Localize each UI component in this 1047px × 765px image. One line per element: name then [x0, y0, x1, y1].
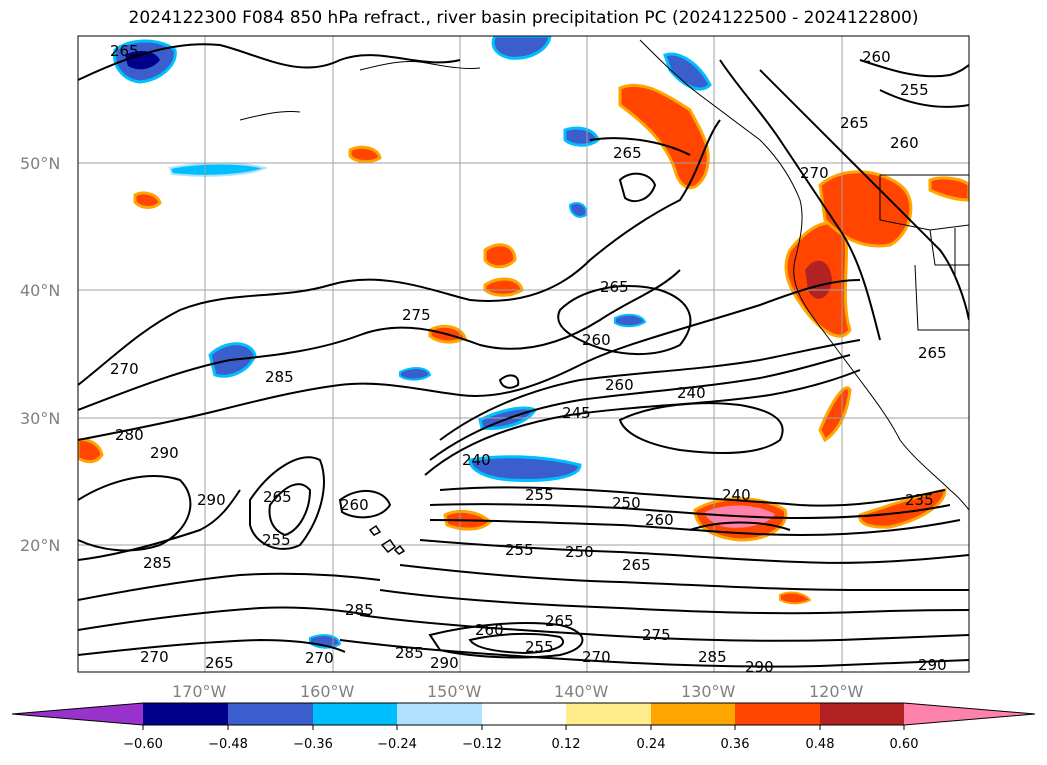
lat-label: 20°N [20, 536, 60, 555]
contour-label-group: 265 265 260 255 265 260 270 265 260 275 … [110, 42, 947, 676]
coastline [239, 39, 969, 511]
lon-label: 150°W [427, 682, 482, 701]
colorbar-segment [820, 703, 904, 725]
colorbar-tick-label: 0.36 [721, 737, 750, 752]
colorbar-upper-extension [904, 703, 1035, 725]
contour-label: 255 [525, 486, 554, 504]
contour-label: 285 [345, 601, 374, 619]
colorbar-tick-label: −0.12 [462, 737, 502, 752]
negative-precip-shading [112, 36, 712, 649]
contour-label: 290 [745, 658, 774, 676]
colorbar-segment [566, 703, 651, 725]
map-frame [77, 35, 970, 673]
contour-label: 270 [305, 649, 334, 667]
contour-label: 260 [340, 496, 369, 514]
latitude-labels: 50°N 40°N 30°N 20°N [20, 154, 60, 555]
lon-label: 160°W [300, 682, 355, 701]
contour-label: 265 [205, 654, 234, 672]
colorbar-segment [397, 703, 482, 725]
contour-label: 285 [395, 644, 424, 662]
colorbar-segment [735, 703, 820, 725]
colorbar-segment [143, 703, 228, 725]
lat-label: 40°N [20, 281, 60, 300]
lat-label: 50°N [20, 154, 60, 173]
contour-label: 260 [890, 134, 919, 152]
contour-label: 275 [402, 306, 431, 324]
colorbar-tick-label: −0.60 [123, 737, 163, 752]
map-title: 2024122300 F084 850 hPa refract., river … [128, 8, 919, 28]
contour-label: 240 [677, 384, 706, 402]
colorbar-tick-label: −0.24 [377, 737, 417, 752]
contour-label: 265 [545, 612, 574, 630]
colorbar-tick-label: 0.24 [637, 737, 666, 752]
colorbar-tick-label: −0.36 [293, 737, 333, 752]
contour-label: 260 [605, 376, 634, 394]
lon-label: 140°W [554, 682, 609, 701]
contour-label: 265 [840, 114, 869, 132]
contour-label: 265 [600, 278, 629, 296]
lon-label: 120°W [809, 682, 864, 701]
contour-label: 255 [505, 541, 534, 559]
positive-precip-shading [78, 83, 969, 605]
contour-label: 255 [900, 81, 929, 99]
contour-label: 240 [722, 486, 751, 504]
contour-label: 290 [150, 444, 179, 462]
contour-label: 235 [905, 491, 934, 509]
contour-label: 265 [613, 144, 642, 162]
colorbar-tick-label: 0.60 [890, 737, 919, 752]
lat-label: 30°N [20, 409, 60, 428]
colorbar-ticks [142, 725, 905, 730]
contour-label: 270 [110, 360, 139, 378]
refractivity-contours [78, 43, 969, 668]
contour-label: 285 [143, 554, 172, 572]
colorbar-segment [313, 703, 397, 725]
contour-label: 280 [115, 426, 144, 444]
contour-label: 245 [562, 404, 591, 422]
longitude-labels: 170°W 160°W 150°W 140°W 130°W 120°W [172, 682, 864, 701]
graticule [78, 36, 969, 672]
contour-label: 275 [642, 626, 671, 644]
contour-label: 260 [645, 511, 674, 529]
colorbar-tick-label: 0.48 [806, 737, 835, 752]
contour-label: 285 [698, 648, 727, 666]
colorbar-segment [228, 703, 313, 725]
colorbar-lower-extension [12, 703, 143, 725]
contour-label: 260 [582, 331, 611, 349]
hawaiian-islands [368, 524, 406, 555]
colorbar-tick-label: −0.48 [208, 737, 248, 752]
contour-label: 290 [197, 491, 226, 509]
colorbar-tick-label: 0.12 [552, 737, 581, 752]
contour-label: 285 [265, 368, 294, 386]
contour-label: 255 [525, 638, 554, 656]
contour-label: 290 [430, 654, 459, 672]
colorbar-segment [651, 703, 735, 725]
colorbar-segment [482, 703, 566, 725]
contour-label: 260 [475, 621, 504, 639]
contour-label: 290 [918, 656, 947, 674]
contour-label: 265 [918, 344, 947, 362]
contour-label: 250 [612, 494, 641, 512]
contour-label: 265 [622, 556, 651, 574]
contour-label: 250 [565, 543, 594, 561]
lon-label: 130°W [681, 682, 736, 701]
lon-label: 170°W [172, 682, 227, 701]
contour-label: 270 [140, 648, 169, 666]
contour-label: 265 [263, 488, 292, 506]
colorbar: −0.60 −0.48 −0.36 −0.24 −0.12 0.12 0.24 … [11, 702, 1036, 752]
contour-label: 270 [582, 648, 611, 666]
contour-label: 255 [262, 531, 291, 549]
contour-label: 260 [862, 48, 891, 66]
contour-label: 265 [110, 42, 139, 60]
contour-label: 240 [462, 451, 491, 469]
contour-label: 270 [800, 164, 829, 182]
